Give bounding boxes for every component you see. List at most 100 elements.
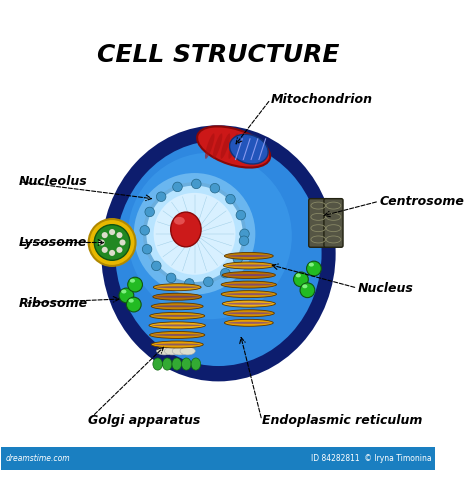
Ellipse shape <box>149 322 205 329</box>
Circle shape <box>117 232 122 238</box>
Ellipse shape <box>152 324 202 326</box>
Ellipse shape <box>228 133 238 159</box>
Ellipse shape <box>101 125 336 381</box>
Ellipse shape <box>130 279 135 283</box>
Ellipse shape <box>172 358 182 370</box>
Ellipse shape <box>174 217 185 225</box>
Ellipse shape <box>300 283 315 298</box>
FancyBboxPatch shape <box>324 199 343 248</box>
Ellipse shape <box>236 133 246 159</box>
Circle shape <box>152 261 161 271</box>
Ellipse shape <box>197 126 270 168</box>
Ellipse shape <box>224 252 273 259</box>
Ellipse shape <box>152 334 202 336</box>
Text: Endoplasmic reticulum: Endoplasmic reticulum <box>262 414 422 427</box>
Ellipse shape <box>227 312 271 314</box>
Circle shape <box>119 240 126 246</box>
Ellipse shape <box>182 358 191 370</box>
Ellipse shape <box>134 173 255 295</box>
Ellipse shape <box>226 274 272 276</box>
Ellipse shape <box>227 264 271 266</box>
Circle shape <box>109 250 115 256</box>
Circle shape <box>117 247 122 253</box>
Circle shape <box>94 225 130 260</box>
Ellipse shape <box>302 284 308 288</box>
Ellipse shape <box>171 212 201 247</box>
Ellipse shape <box>228 322 270 324</box>
Circle shape <box>142 245 152 254</box>
Ellipse shape <box>307 261 321 276</box>
Ellipse shape <box>296 273 301 277</box>
Ellipse shape <box>220 133 230 159</box>
Ellipse shape <box>221 291 276 298</box>
Ellipse shape <box>153 358 163 370</box>
Ellipse shape <box>128 299 134 303</box>
Ellipse shape <box>154 305 201 307</box>
Circle shape <box>203 277 213 286</box>
Ellipse shape <box>128 153 292 319</box>
Circle shape <box>233 254 243 263</box>
Ellipse shape <box>150 312 205 319</box>
Text: Lysosome: Lysosome <box>19 236 87 249</box>
Circle shape <box>210 183 219 193</box>
Ellipse shape <box>180 347 195 355</box>
Ellipse shape <box>229 134 268 164</box>
Ellipse shape <box>172 347 187 355</box>
Circle shape <box>109 229 115 235</box>
Ellipse shape <box>154 193 236 275</box>
Ellipse shape <box>224 319 273 326</box>
Circle shape <box>145 207 155 217</box>
Text: dreamstime.com: dreamstime.com <box>6 454 70 463</box>
Circle shape <box>166 273 176 283</box>
Text: Nucleolus: Nucleolus <box>19 175 88 188</box>
Ellipse shape <box>153 315 202 317</box>
Ellipse shape <box>150 332 205 339</box>
Circle shape <box>239 236 249 246</box>
Ellipse shape <box>213 133 222 159</box>
Ellipse shape <box>153 293 201 300</box>
Ellipse shape <box>226 303 272 305</box>
Ellipse shape <box>154 344 201 346</box>
Text: Ribosome: Ribosome <box>19 297 88 310</box>
Bar <box>1 447 436 471</box>
Ellipse shape <box>222 300 275 307</box>
Ellipse shape <box>124 150 313 357</box>
Circle shape <box>102 232 108 238</box>
Circle shape <box>102 247 108 253</box>
Circle shape <box>99 240 105 246</box>
Ellipse shape <box>153 284 201 291</box>
Ellipse shape <box>128 277 143 292</box>
Ellipse shape <box>127 297 141 312</box>
Ellipse shape <box>151 303 203 310</box>
Text: CELL STRUCTURE: CELL STRUCTURE <box>97 43 340 67</box>
Ellipse shape <box>155 286 199 288</box>
Ellipse shape <box>293 272 308 287</box>
Circle shape <box>184 279 194 288</box>
Circle shape <box>140 226 149 235</box>
Circle shape <box>226 194 235 204</box>
Text: ID 84282811  © Iryna Timonina: ID 84282811 © Iryna Timonina <box>310 454 431 463</box>
Circle shape <box>191 179 201 189</box>
Ellipse shape <box>155 296 199 298</box>
FancyBboxPatch shape <box>309 199 328 248</box>
Ellipse shape <box>223 262 274 269</box>
Text: Golgi apparatus: Golgi apparatus <box>88 414 201 427</box>
Ellipse shape <box>164 347 180 355</box>
Circle shape <box>156 192 166 202</box>
Ellipse shape <box>223 310 274 317</box>
Text: Mitochondrion: Mitochondrion <box>271 93 373 106</box>
Circle shape <box>89 219 136 266</box>
Ellipse shape <box>163 358 172 370</box>
Ellipse shape <box>156 347 172 355</box>
Circle shape <box>236 210 246 220</box>
Ellipse shape <box>151 341 203 348</box>
Circle shape <box>220 268 230 278</box>
Circle shape <box>240 229 249 239</box>
Ellipse shape <box>228 255 270 257</box>
Ellipse shape <box>225 293 273 295</box>
Ellipse shape <box>145 184 245 284</box>
Ellipse shape <box>221 281 276 288</box>
Ellipse shape <box>205 133 215 159</box>
Circle shape <box>173 182 182 192</box>
Ellipse shape <box>222 271 275 278</box>
